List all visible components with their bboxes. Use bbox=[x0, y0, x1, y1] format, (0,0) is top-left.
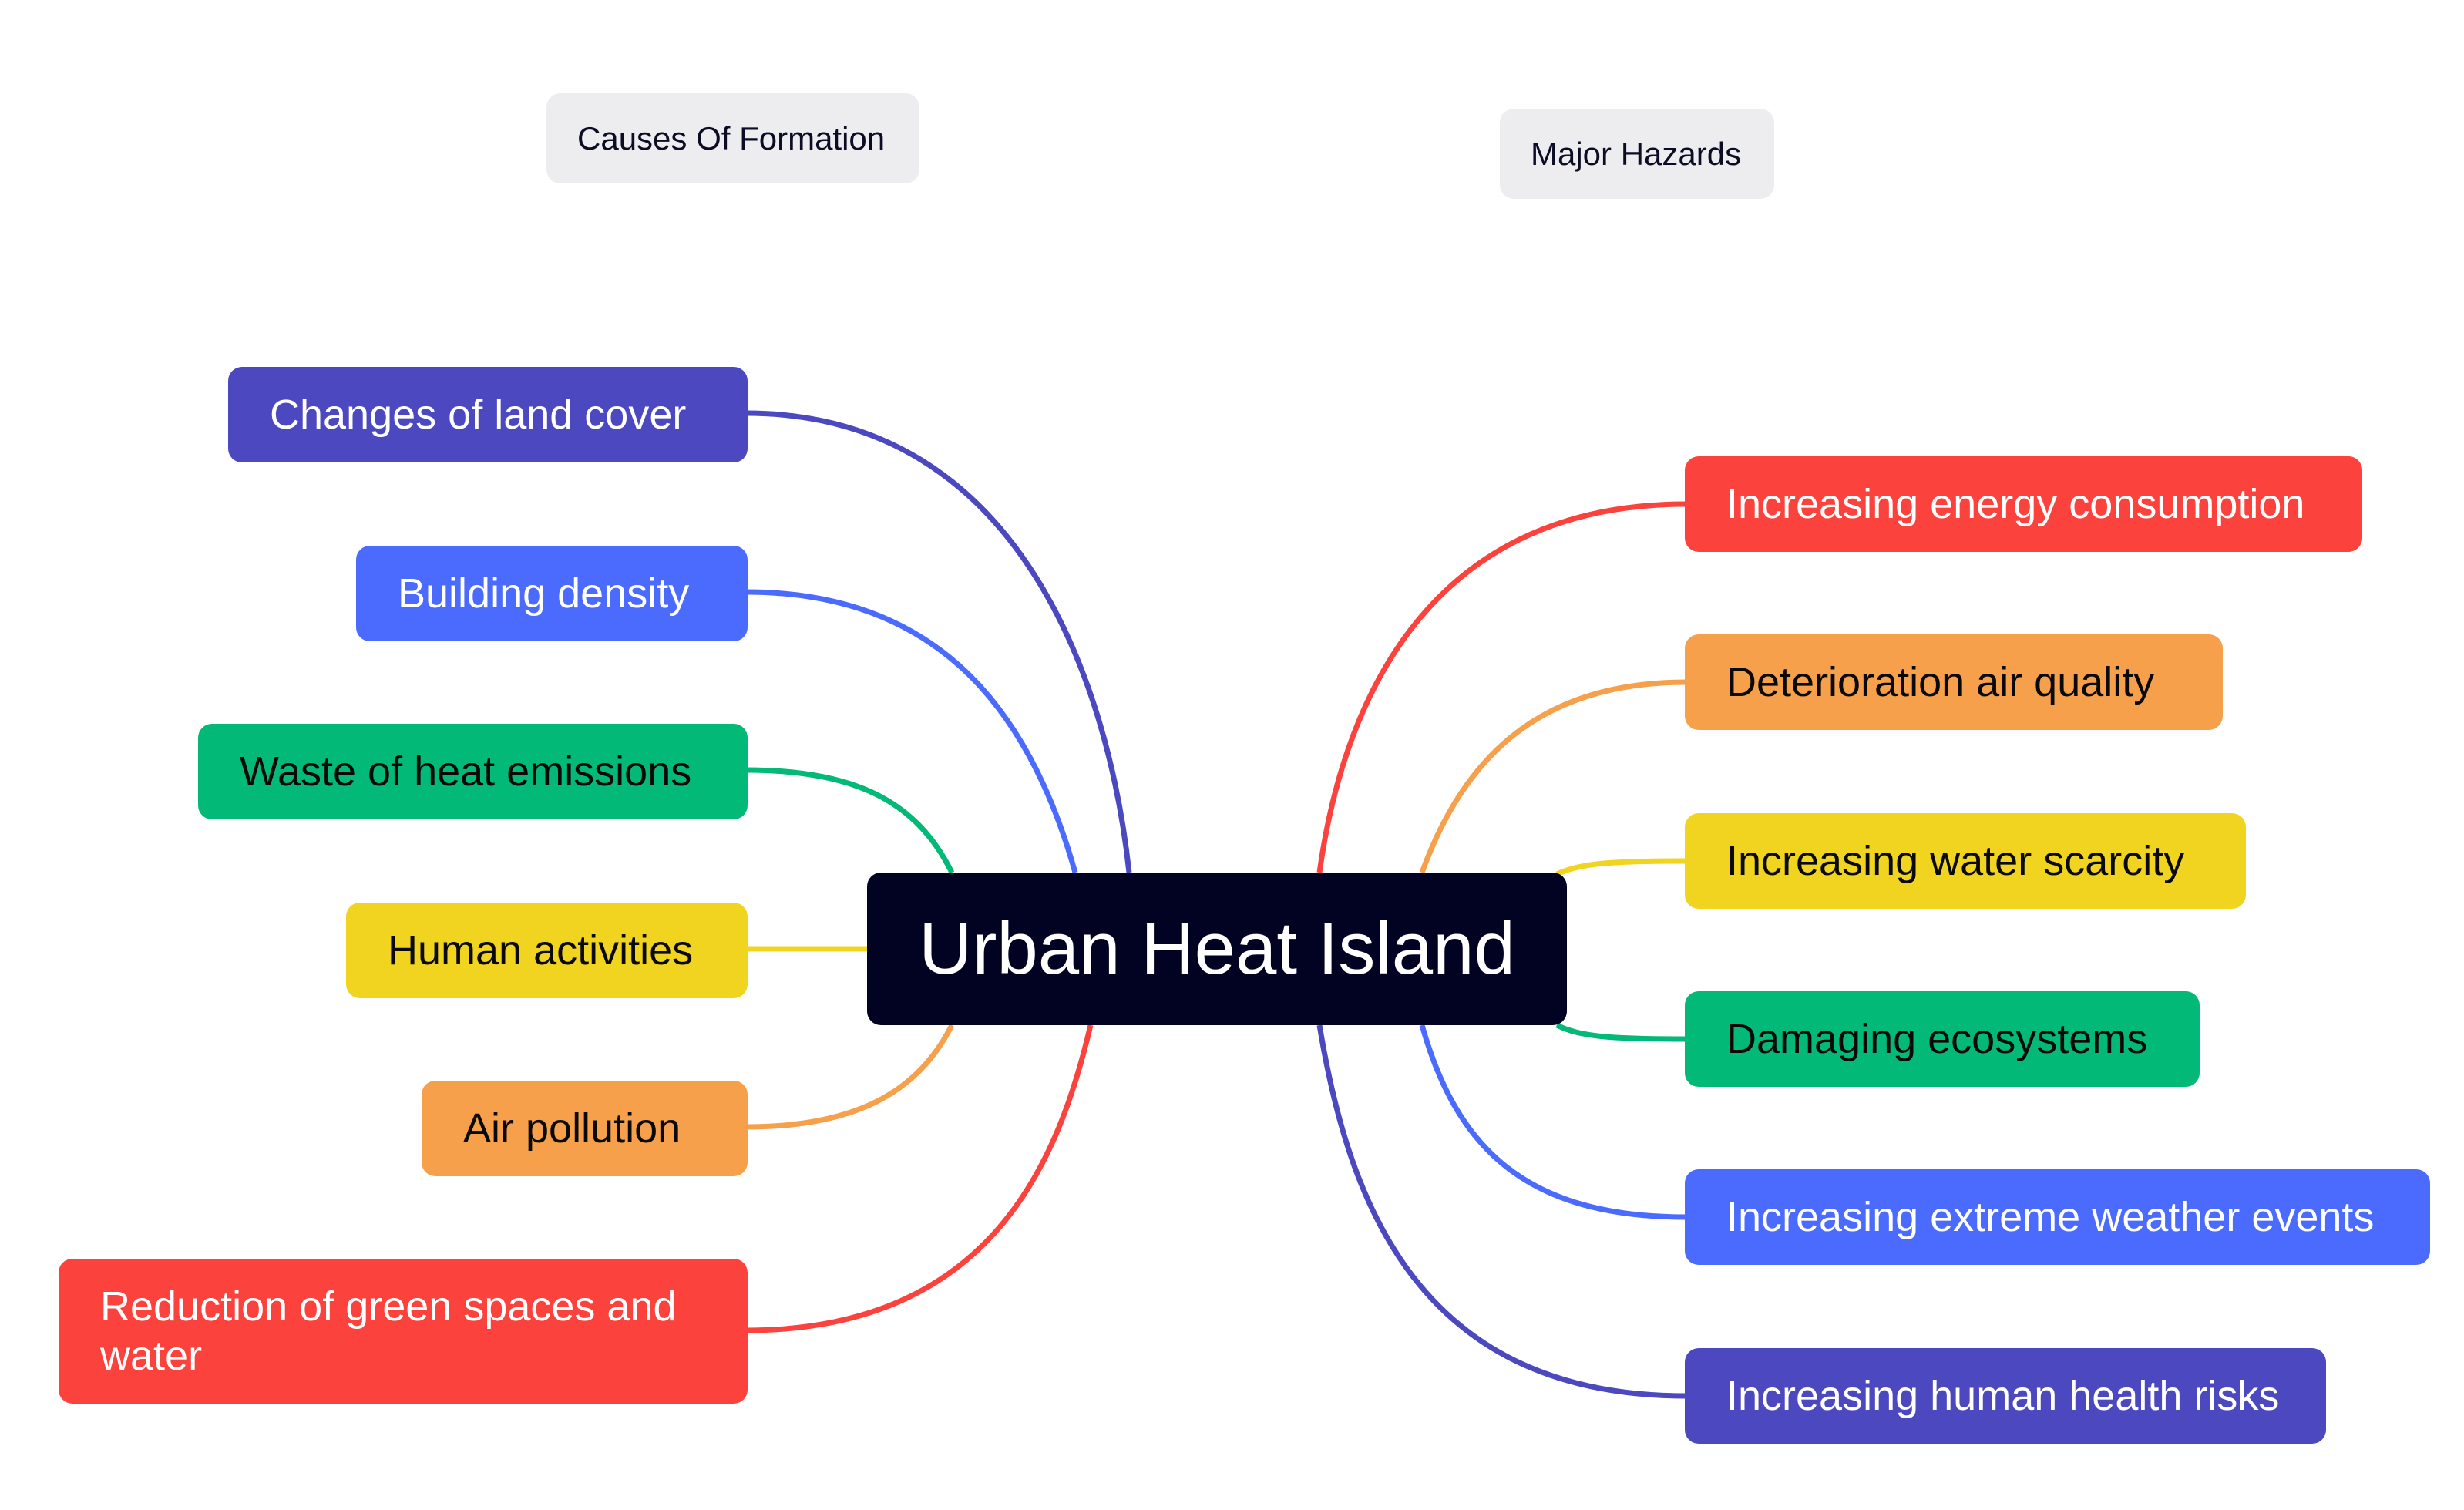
cause-node[interactable]: Building density bbox=[356, 546, 748, 641]
cause-node-label: Waste of heat emissions bbox=[240, 748, 692, 795]
connector-air-pollution bbox=[745, 1024, 955, 1130]
cause-node-label: Human activities bbox=[388, 927, 694, 974]
cause-node[interactable]: Human activities bbox=[346, 903, 748, 998]
hazard-node-label: Increasing extreme weather events bbox=[1726, 1194, 2375, 1240]
hazard-node-label: Increasing water scarcity bbox=[1726, 838, 2185, 884]
connector-waste-of-heat-emissions bbox=[745, 767, 955, 874]
connector-increasing-energy-consumption bbox=[1316, 501, 1687, 873]
connector-increasing-human-health-risks bbox=[1316, 1024, 1687, 1399]
group-label-causes-text: Causes Of Formation bbox=[577, 119, 886, 156]
group-label-causes[interactable]: Causes Of Formation bbox=[546, 93, 919, 183]
hazard-node-label: Increasing energy consumption bbox=[1726, 481, 2305, 527]
hazard-node[interactable]: Increasing extreme weather events bbox=[1685, 1169, 2430, 1265]
hazard-node[interactable]: Increasing energy consumption bbox=[1685, 456, 2362, 552]
cause-node[interactable]: Changes of land cover bbox=[228, 367, 748, 462]
root-topic[interactable]: Urban Heat Island bbox=[867, 873, 1567, 1025]
hazard-node-label: Deterioration air quality bbox=[1726, 659, 2155, 705]
cause-node-label: Reduction of green spaces and water bbox=[100, 1283, 677, 1379]
group-label-hazards[interactable]: Major Hazards bbox=[1500, 109, 1774, 199]
hazard-node[interactable]: Damaging ecosystems bbox=[1685, 991, 2200, 1087]
hazard-node-label: Increasing human health risks bbox=[1726, 1373, 2280, 1419]
connector-building-density bbox=[745, 589, 1078, 873]
root-topic-label: Urban Heat Island bbox=[919, 907, 1515, 990]
cause-node[interactable]: Waste of heat emissions bbox=[198, 724, 748, 819]
hazard-node-label: Damaging ecosystems bbox=[1726, 1016, 2148, 1062]
hazard-node[interactable]: Increasing human health risks bbox=[1685, 1348, 2326, 1444]
cause-node-label: Building density bbox=[398, 570, 690, 617]
connector-increasing-water-scarcity bbox=[1555, 858, 1687, 877]
connector-increasing-extreme-weather bbox=[1419, 1024, 1687, 1220]
connector-damaging-ecosystems bbox=[1555, 1022, 1687, 1042]
hazard-node[interactable]: Increasing water scarcity bbox=[1685, 813, 2246, 909]
group-label-hazards-text: Major Hazards bbox=[1531, 135, 1742, 172]
connector-reduction-of-green-spaces bbox=[745, 1024, 1094, 1333]
cause-node-label: Air pollution bbox=[463, 1105, 681, 1152]
connector-deterioration-air-quality bbox=[1419, 679, 1687, 874]
hazard-node[interactable]: Deterioration air quality bbox=[1685, 634, 2223, 730]
connector-changes-of-land-cover bbox=[745, 410, 1132, 873]
cause-node-label: Changes of land cover bbox=[270, 392, 687, 438]
cause-node[interactable]: Air pollution bbox=[422, 1081, 748, 1176]
cause-node[interactable]: Reduction of green spaces and water bbox=[59, 1259, 748, 1404]
